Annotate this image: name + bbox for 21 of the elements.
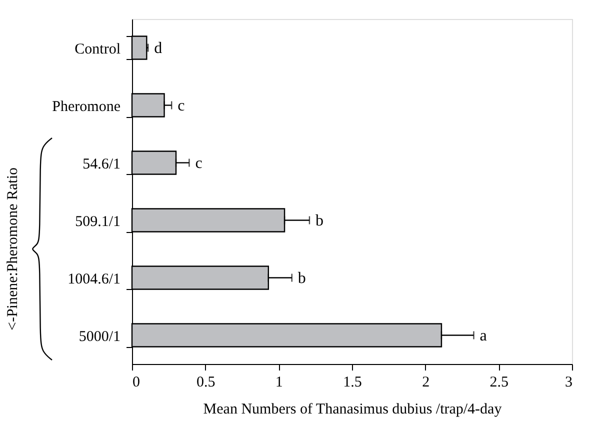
- text: <-Pinene:Pheromone Ratio: [5, 167, 21, 331]
- y-tick-label: 54.6/1: [82, 156, 120, 172]
- x-tick-label: 2: [422, 374, 430, 390]
- data-label: b: [315, 212, 324, 230]
- x-tick-label: 1: [275, 374, 283, 390]
- x-tick-label: 0: [132, 374, 140, 390]
- data-label: c: [178, 97, 185, 114]
- y-tick-label: Control: [74, 41, 120, 58]
- data-label: b: [298, 270, 306, 287]
- x-tick-label: 1.5: [343, 374, 362, 390]
- data-label: c: [195, 154, 202, 172]
- x-tick-label: 3: [565, 374, 572, 390]
- y-tick-label: 1004.6/1: [68, 271, 120, 288]
- y-tick-label: 509.1/1: [75, 214, 120, 230]
- y-tick-label: 5000/1: [78, 328, 120, 345]
- data-label: d: [154, 40, 162, 57]
- x-tick-label: 2.5: [490, 374, 509, 390]
- data-label: a: [480, 327, 487, 344]
- x-tick-label: 0.5: [196, 374, 216, 390]
- x-axis-title: Mean Numbers of Thanasimus dubius /trap/4-day: [203, 402, 502, 418]
- y-tick-label: Pheromone: [52, 98, 121, 115]
